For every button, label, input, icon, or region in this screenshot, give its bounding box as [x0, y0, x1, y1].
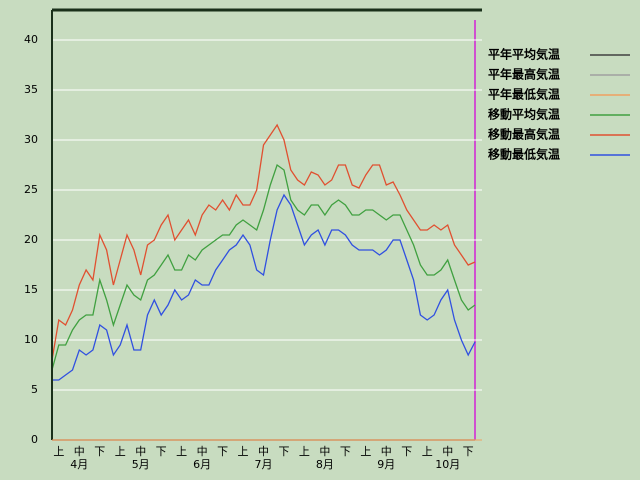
x-tick-label: 下	[94, 445, 105, 458]
x-tick-label: 中	[197, 445, 208, 458]
x-tick-label: 上	[360, 445, 371, 458]
y-tick-label: 40	[24, 33, 38, 46]
x-tick-label: 上	[299, 445, 310, 458]
month-label: 5月	[132, 458, 150, 471]
legend-label: 平年最低気温	[488, 87, 560, 102]
x-tick-label: 下	[156, 445, 167, 458]
x-tick-label: 下	[463, 445, 474, 458]
month-label: 6月	[193, 458, 211, 471]
x-tick-label: 下	[401, 445, 412, 458]
x-tick-label: 上	[115, 445, 126, 458]
month-label: 10月	[435, 458, 460, 471]
y-tick-label: 25	[24, 183, 38, 196]
x-tick-label: 中	[442, 445, 453, 458]
x-tick-label: 下	[278, 445, 289, 458]
y-tick-label: 35	[24, 83, 38, 96]
legend-label: 移動最低気温	[488, 147, 560, 162]
x-tick-label: 中	[135, 445, 146, 458]
month-label: 7月	[255, 458, 273, 471]
x-tick-label: 中	[258, 445, 269, 458]
x-tick-label: 下	[217, 445, 228, 458]
y-tick-label: 15	[24, 283, 38, 296]
month-label: 8月	[316, 458, 334, 471]
series-line	[51, 163, 476, 371]
legend-label: 平年最高気温	[488, 67, 560, 82]
y-tick-label: 20	[24, 233, 38, 246]
x-tick-label: 中	[319, 445, 330, 458]
x-tick-label: 上	[422, 445, 433, 458]
y-tick-label: 30	[24, 133, 38, 146]
series-line	[52, 193, 476, 381]
x-tick-label: 上	[53, 445, 64, 458]
y-tick-label: 0	[31, 433, 38, 446]
month-label: 4月	[70, 458, 88, 471]
x-tick-label: 上	[176, 445, 187, 458]
series-line	[51, 123, 476, 361]
x-tick-label: 中	[74, 445, 85, 458]
x-tick-label: 中	[381, 445, 392, 458]
x-tick-label: 上	[238, 445, 249, 458]
y-tick-label: 10	[24, 333, 38, 346]
legend-label: 平年平均気温	[488, 47, 560, 62]
legend-label: 移動平均気温	[488, 107, 560, 122]
legend-label: 移動最高気温	[488, 127, 560, 142]
y-tick-label: 5	[31, 383, 38, 396]
month-label: 9月	[377, 458, 395, 471]
x-tick-label: 下	[340, 445, 351, 458]
